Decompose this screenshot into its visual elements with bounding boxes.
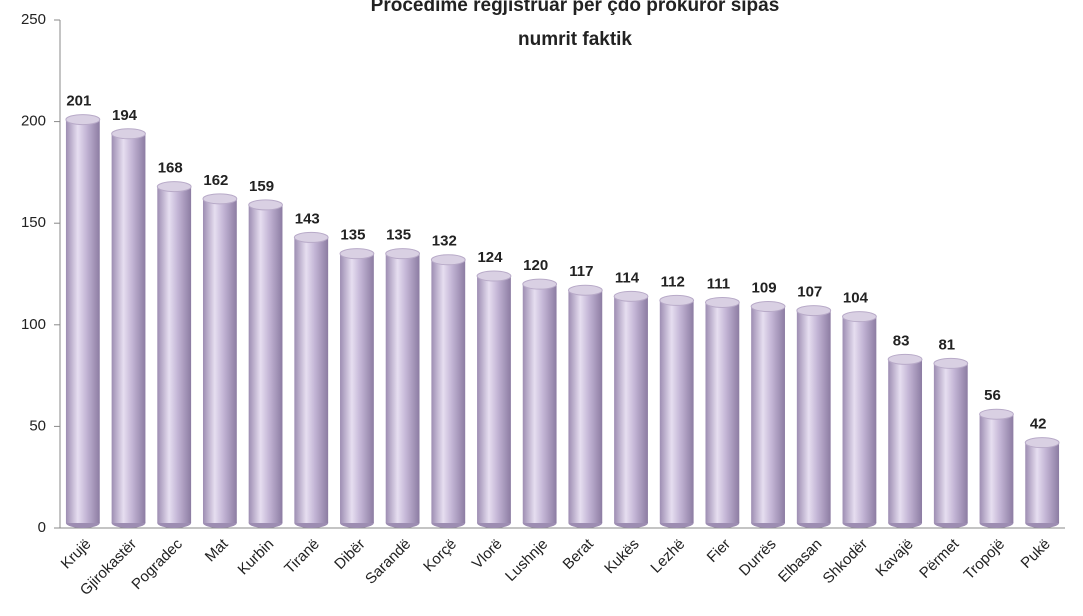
value-label: 124 bbox=[477, 249, 503, 266]
x-tick-label: Lezhë bbox=[647, 536, 688, 577]
bar bbox=[705, 302, 740, 523]
x-tick-label: Pukë bbox=[1018, 536, 1054, 572]
value-label: 135 bbox=[340, 227, 365, 244]
x-tick-label: Kukës bbox=[601, 536, 643, 578]
bar bbox=[477, 276, 511, 523]
bar-top bbox=[567, 284, 603, 296]
value-label: 201 bbox=[66, 93, 91, 110]
bar bbox=[111, 133, 146, 524]
value-label: 107 bbox=[797, 284, 822, 301]
x-tick-label: Durrës bbox=[736, 536, 780, 580]
value-label: 162 bbox=[203, 172, 228, 189]
x-tick-label: Dibër bbox=[331, 536, 368, 573]
bar-top bbox=[476, 270, 512, 282]
bar-top bbox=[65, 114, 101, 126]
bar bbox=[294, 237, 329, 523]
chart-title: numrit faktik bbox=[518, 29, 632, 50]
bar-top bbox=[796, 305, 832, 317]
x-tick-label: Mat bbox=[202, 535, 232, 565]
value-label: 109 bbox=[752, 279, 777, 296]
bar-top bbox=[659, 294, 695, 306]
bar bbox=[522, 284, 557, 523]
value-label: 83 bbox=[893, 332, 910, 349]
x-tick-label: Kurbin bbox=[235, 536, 278, 579]
bar bbox=[888, 359, 923, 523]
bar-top bbox=[293, 231, 329, 243]
bar-top bbox=[339, 248, 375, 260]
x-tick-label: Berat bbox=[560, 535, 598, 573]
bar-top bbox=[1024, 437, 1060, 449]
bar-top bbox=[202, 193, 238, 205]
value-label: 104 bbox=[843, 290, 869, 307]
value-label: 42 bbox=[1030, 416, 1047, 433]
bar bbox=[796, 310, 831, 523]
y-tick-label: 200 bbox=[21, 113, 46, 130]
value-label: 81 bbox=[938, 336, 955, 353]
bar-top bbox=[750, 301, 786, 313]
value-label: 111 bbox=[707, 275, 730, 292]
bar-top bbox=[248, 199, 283, 211]
bar-top bbox=[887, 353, 923, 365]
bar-top bbox=[430, 254, 466, 266]
bar-top bbox=[385, 248, 421, 260]
y-tick-label: 0 bbox=[38, 519, 46, 536]
value-label: 159 bbox=[249, 178, 274, 195]
value-label: 120 bbox=[523, 257, 548, 274]
bar-top bbox=[111, 128, 146, 140]
value-label: 194 bbox=[112, 107, 138, 124]
bar bbox=[659, 300, 694, 523]
y-tick-label: 50 bbox=[29, 417, 46, 434]
value-label: 135 bbox=[386, 227, 411, 244]
x-tick-label: Fier bbox=[704, 536, 734, 566]
bar bbox=[385, 253, 420, 523]
bar bbox=[842, 316, 877, 523]
bar-top bbox=[156, 181, 192, 193]
value-label: 114 bbox=[615, 269, 640, 286]
value-label: 117 bbox=[569, 263, 593, 280]
bar bbox=[568, 290, 603, 523]
value-label: 132 bbox=[432, 233, 457, 250]
x-tick-label: Sarandë bbox=[362, 536, 414, 588]
x-tick-label: Pogradec bbox=[128, 535, 186, 593]
y-tick-label: 150 bbox=[21, 214, 46, 231]
x-tick-label: Krujë bbox=[58, 536, 95, 573]
bar bbox=[933, 363, 968, 523]
y-tick-label: 100 bbox=[21, 316, 46, 333]
bar bbox=[248, 204, 283, 524]
bar bbox=[340, 253, 374, 523]
y-tick-label: 250 bbox=[21, 11, 46, 28]
bar bbox=[65, 119, 100, 524]
value-label: 168 bbox=[158, 160, 183, 177]
value-label: 112 bbox=[661, 273, 685, 290]
bar bbox=[979, 414, 1014, 523]
bar-top bbox=[933, 357, 969, 369]
bar-top bbox=[522, 278, 558, 290]
bar-top bbox=[613, 290, 649, 302]
x-tick-label: Përmet bbox=[916, 535, 963, 582]
x-tick-label: Vlorë bbox=[469, 536, 506, 573]
value-label: 143 bbox=[295, 210, 320, 227]
value-label: 56 bbox=[984, 387, 1001, 404]
bar bbox=[614, 296, 648, 523]
x-tick-label: Lushnje bbox=[502, 536, 551, 585]
x-tick-label: Kavajë bbox=[872, 536, 916, 580]
bar bbox=[431, 259, 466, 523]
x-tick-label: Elbasan bbox=[775, 536, 825, 586]
bar-top bbox=[704, 296, 740, 308]
bar-top bbox=[979, 408, 1014, 420]
bar bbox=[751, 306, 785, 523]
x-tick-label: Korçë bbox=[420, 536, 460, 576]
x-tick-label: Tiranë bbox=[281, 536, 323, 578]
bar bbox=[157, 186, 192, 523]
chart-title: Procedime regjistruar për çdo prokuror s… bbox=[371, 0, 780, 16]
x-tick-label: Shkodër bbox=[820, 536, 872, 588]
bar bbox=[202, 198, 237, 524]
x-tick-label: Tropojë bbox=[961, 536, 1009, 584]
bar-top bbox=[842, 311, 877, 323]
bar bbox=[1025, 442, 1060, 523]
